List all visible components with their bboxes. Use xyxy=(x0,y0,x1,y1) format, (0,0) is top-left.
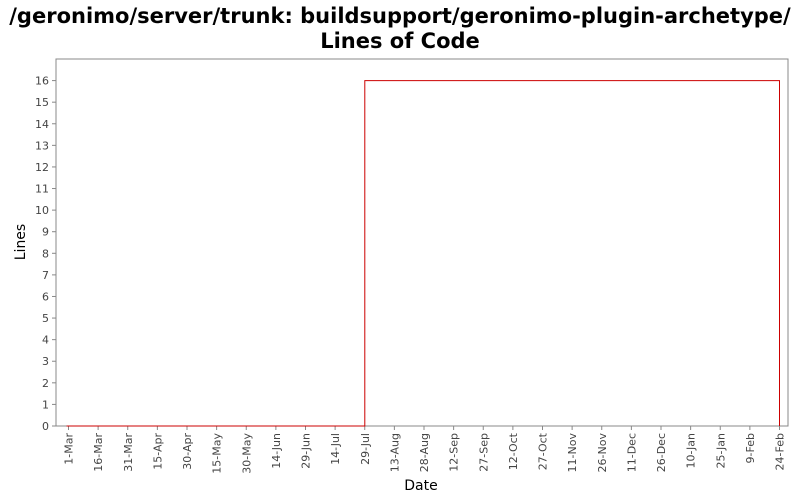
x-tick-label: 14-Jul xyxy=(329,433,342,465)
x-tick-label: 13-Aug xyxy=(388,433,401,472)
x-tick-label: 10-Jan xyxy=(685,433,698,469)
x-tick-label: 14-Jun xyxy=(270,433,283,469)
y-tick-label: 4 xyxy=(42,334,49,347)
plot-area xyxy=(55,58,789,427)
x-tick-label: 1-Mar xyxy=(63,433,76,465)
x-tick-label: 12-Oct xyxy=(507,432,520,470)
y-tick-label: 1 xyxy=(42,398,49,411)
y-tick-label: 7 xyxy=(42,269,49,282)
x-tick-label: 9-Feb xyxy=(744,433,757,463)
x-tick-label: 30-Apr xyxy=(181,433,194,470)
x-tick-label: 16-Mar xyxy=(92,433,105,472)
chart-title: /geronimo/server/trunk: buildsupport/ger… xyxy=(9,4,791,53)
x-tick-label: 28-Aug xyxy=(418,433,431,472)
y-tick-label: 16 xyxy=(35,75,49,88)
x-tick-label: 24-Feb xyxy=(774,433,787,470)
x-tick-label: 27-Sep xyxy=(477,433,490,472)
x-tick-label: 29-Jun xyxy=(300,433,313,469)
y-tick-label: 3 xyxy=(42,355,49,368)
x-tick-label: 12-Sep xyxy=(448,433,461,472)
x-axis-ticks: 1-Mar 16-Mar 31-Mar 15-Apr 30-Apr 15-May 30-Ma… xyxy=(63,426,787,474)
x-tick-label: 11-Nov xyxy=(566,433,579,473)
y-tick-label: 0 xyxy=(42,420,49,433)
y-tick-label: 11 xyxy=(35,183,49,196)
series-line xyxy=(66,80,780,427)
y-tick-label: 10 xyxy=(35,204,49,217)
series-layer xyxy=(66,80,780,427)
x-tick-label: 26-Dec xyxy=(655,433,668,472)
x-tick-label: 11-Dec xyxy=(625,433,638,472)
y-tick-label: 2 xyxy=(42,377,49,390)
x-tick-label: 27-Oct xyxy=(537,432,550,470)
x-tick-label: 31-Mar xyxy=(122,433,135,472)
x-tick-label: 15-Apr xyxy=(151,433,164,470)
y-tick-label: 9 xyxy=(42,226,49,239)
x-tick-label: 29-Jul xyxy=(359,433,372,465)
y-tick-label: 6 xyxy=(42,290,49,303)
y-tick-label: 12 xyxy=(35,161,49,174)
x-tick-label: 25-Jan xyxy=(714,433,727,469)
x-axis-label: Date xyxy=(404,478,437,494)
y-axis-label: Lines xyxy=(13,224,29,260)
y-tick-label: 8 xyxy=(42,247,49,260)
y-tick-label: 13 xyxy=(35,139,49,152)
y-tick-label: 14 xyxy=(35,118,49,131)
x-tick-label: 30-May xyxy=(240,433,253,474)
y-tick-label: 5 xyxy=(42,312,49,325)
x-tick-label: 26-Nov xyxy=(596,433,609,473)
x-tick-label: 15-May xyxy=(211,433,224,474)
y-tick-label: 15 xyxy=(35,96,49,109)
